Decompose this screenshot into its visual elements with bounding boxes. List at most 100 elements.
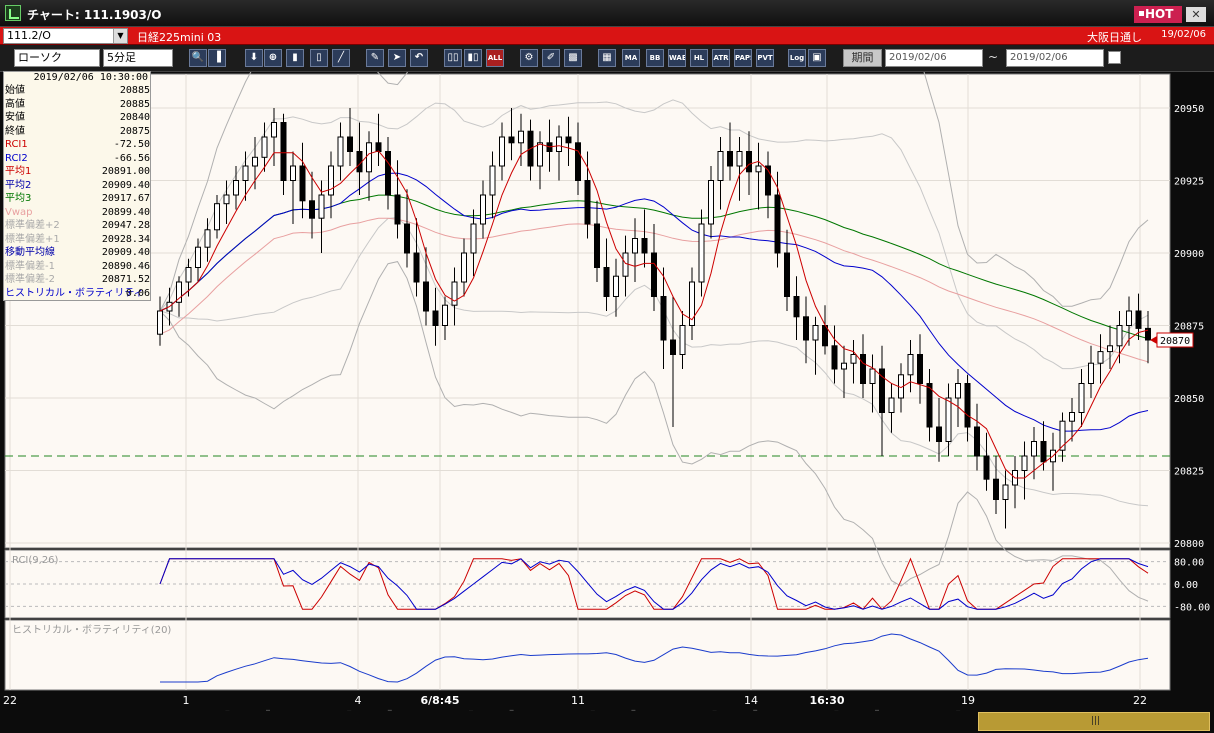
candle bbox=[423, 281, 429, 312]
candle bbox=[926, 383, 933, 428]
candle bbox=[413, 252, 420, 283]
chart-type-select[interactable]: ローソク bbox=[14, 49, 100, 67]
data-panel-row: 始値 20885 bbox=[5, 84, 150, 97]
grip-icon: ||| bbox=[1091, 716, 1101, 726]
pen-icon[interactable]: ✎ bbox=[366, 49, 384, 67]
toolbar-button-all[interactable]: ALL bbox=[486, 49, 504, 67]
bar-icon[interactable]: ▮ bbox=[286, 49, 304, 67]
scrollbar-thumb[interactable] bbox=[978, 712, 1210, 731]
candle bbox=[879, 368, 885, 413]
period-button[interactable]: 期間 bbox=[843, 49, 882, 67]
data-panel-row: 平均3 20917.67 bbox=[5, 192, 150, 205]
candle bbox=[575, 142, 581, 182]
bar-chart-icon[interactable]: ▯▯ bbox=[444, 49, 462, 67]
candle bbox=[793, 296, 800, 318]
volume-bar bbox=[387, 709, 392, 711]
candle bbox=[1126, 310, 1132, 326]
candle-chart-icon[interactable]: ▮▯ bbox=[464, 49, 482, 67]
line-icon[interactable]: ╱ bbox=[332, 49, 350, 67]
magnify-icon[interactable]: ⊕ bbox=[264, 49, 282, 67]
toolbar-button-bb[interactable]: BB bbox=[646, 49, 664, 67]
data-panel-label: 終値 bbox=[5, 125, 25, 137]
chevron-down-icon[interactable]: ▼ bbox=[113, 29, 127, 43]
date-from-field[interactable]: 2019/02/06 bbox=[885, 49, 983, 67]
session-label: 大阪日通し bbox=[1087, 31, 1142, 44]
data-panel-label: 平均2 bbox=[5, 179, 32, 191]
data-panel-timestamp: 2019/02/06 10:30:00 bbox=[33, 72, 148, 83]
date-to-field[interactable]: 2019/02/06 bbox=[1006, 49, 1104, 67]
candle bbox=[299, 165, 306, 202]
toolbar-button-paps[interactable]: PAPS bbox=[734, 49, 752, 67]
rci-tick-label: 80.00 bbox=[1174, 558, 1204, 569]
range-separator: ~ bbox=[988, 50, 999, 64]
brush-icon[interactable]: ✐ bbox=[542, 49, 560, 67]
split-icon[interactable]: ▐ bbox=[208, 49, 226, 67]
settings-icon[interactable]: ⚙ bbox=[520, 49, 538, 67]
cursor-icon[interactable]: ➤ bbox=[388, 49, 406, 67]
hot-badge[interactable]: HOT bbox=[1134, 6, 1182, 23]
data-panel-row: 安値 20840 bbox=[5, 111, 150, 124]
price-tick-label: 20850 bbox=[1174, 394, 1204, 405]
data-panel-value: 20875 bbox=[119, 125, 150, 137]
toolbar-button-hl[interactable]: HL bbox=[690, 49, 708, 67]
candle bbox=[1116, 325, 1123, 347]
time-scrollbar[interactable] bbox=[0, 711, 1214, 733]
candle bbox=[157, 310, 163, 335]
candle-icon[interactable]: ▯ bbox=[310, 49, 328, 67]
candle bbox=[736, 151, 743, 167]
toolbar-button-atr[interactable]: ATR bbox=[712, 49, 730, 67]
candle bbox=[309, 200, 315, 219]
palette-icon[interactable]: ▩ bbox=[564, 49, 582, 67]
deviation-band bbox=[159, 99, 1149, 370]
price-chart[interactable]: 20950 20925 20900 20875 20850 20825 20800 20870… bbox=[0, 72, 1214, 711]
candle bbox=[812, 325, 819, 341]
candle bbox=[404, 223, 410, 254]
candle bbox=[432, 310, 439, 326]
candle bbox=[1097, 351, 1104, 364]
data-panel-row: 標準偏差+1 20928.34 bbox=[5, 233, 150, 246]
candle bbox=[679, 325, 686, 355]
hv-pane bbox=[4, 619, 1171, 691]
candle bbox=[603, 267, 610, 297]
data-panel-value: 20917.67 bbox=[101, 193, 150, 204]
candle bbox=[242, 165, 249, 181]
toolbar-button-wae[interactable]: WAE bbox=[668, 49, 686, 67]
price-pane bbox=[4, 73, 1171, 549]
candle bbox=[337, 136, 344, 167]
interval-select[interactable]: 5分足 bbox=[103, 49, 173, 67]
time-tick-label: 6/8:45 bbox=[420, 694, 459, 707]
data-panel-row: ヒストリカル・ボラティリティ 0.06 bbox=[5, 287, 150, 300]
window-icon[interactable]: ▣ bbox=[808, 49, 826, 67]
undo-icon[interactable]: ↶ bbox=[410, 49, 428, 67]
zoom-icon[interactable]: 🔍 bbox=[189, 49, 207, 67]
down-icon[interactable]: ⬇ bbox=[245, 49, 263, 67]
close-icon[interactable]: ✕ bbox=[1186, 7, 1206, 22]
candle bbox=[261, 136, 268, 158]
candle bbox=[888, 397, 895, 413]
time-tick-label: 4 bbox=[355, 694, 362, 707]
candle bbox=[1031, 441, 1037, 457]
candle bbox=[774, 194, 781, 254]
chart-toolbar: ローソク 5分足 🔍 ▐ ⬇ ⊕ ▮ ▯ ╱ ✎ ➤ ↶ ▯▯ ▮▯ ALL ⚙ ✐ ▩ ▦ MA BB WAE HL A… bbox=[0, 45, 1214, 72]
candle bbox=[641, 238, 648, 254]
candle bbox=[385, 151, 391, 196]
candle bbox=[252, 156, 258, 167]
price-tick-label: 20825 bbox=[1174, 467, 1204, 478]
candle bbox=[176, 281, 182, 303]
candle bbox=[831, 345, 838, 370]
data-panel-label: RCI2 bbox=[5, 152, 28, 164]
time-tick-label: 22 bbox=[1133, 694, 1147, 707]
data-panel-value: 20890.46 bbox=[101, 260, 150, 272]
date-checkbox[interactable] bbox=[1108, 51, 1121, 64]
data-panel-row: 標準偏差+2 20947.28 bbox=[5, 219, 150, 232]
candle bbox=[651, 252, 657, 297]
toolbar-button-log[interactable]: Log bbox=[788, 49, 806, 67]
symbol-select[interactable]: 111.2/O ▼ bbox=[3, 28, 128, 44]
grid-icon[interactable]: ▦ bbox=[598, 49, 616, 67]
candle bbox=[394, 194, 401, 225]
candle bbox=[974, 426, 980, 457]
toolbar-button-pvt[interactable]: PVT bbox=[756, 49, 774, 67]
candle bbox=[708, 180, 714, 225]
toolbar-button-ma[interactable]: MA bbox=[622, 49, 640, 67]
candle bbox=[632, 238, 638, 254]
